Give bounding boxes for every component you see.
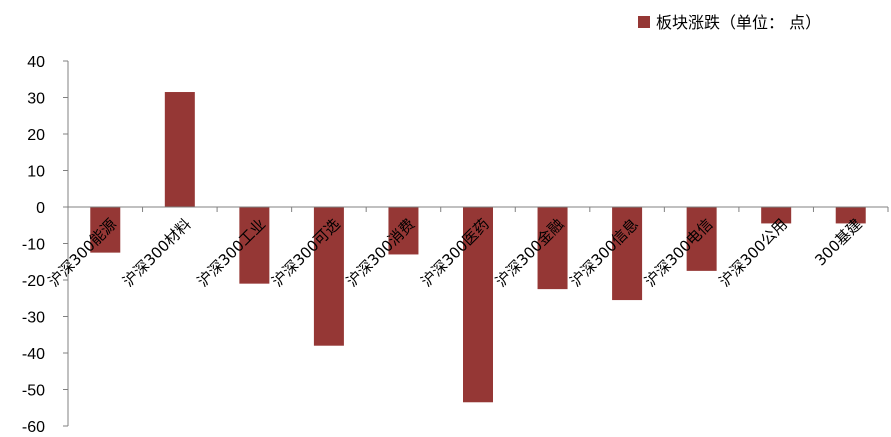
bar xyxy=(686,207,717,271)
bar xyxy=(537,207,568,290)
legend-label: 板块涨跌（单位： 点） xyxy=(656,13,821,32)
bars xyxy=(90,92,866,403)
x-category-label: 沪深300材料 xyxy=(119,215,194,290)
legend-swatch xyxy=(638,16,650,28)
y-tick-label: -50 xyxy=(22,383,45,400)
bar xyxy=(761,207,792,224)
y-tick-label: -30 xyxy=(22,310,45,327)
x-category-label: 沪深300公用 xyxy=(716,215,791,290)
category-labels: 沪深300能源 沪深300材料 沪深300工业 沪深300可选 沪深300消费 沪深300… xyxy=(45,215,866,290)
y-tick-label: 0 xyxy=(36,200,45,217)
y-tick-label: -20 xyxy=(22,273,45,290)
bar xyxy=(835,207,866,224)
bar xyxy=(313,207,344,346)
bar xyxy=(90,207,121,253)
y-tick-label: 40 xyxy=(27,54,45,71)
y-tick-label: 30 xyxy=(27,91,45,108)
y-tick-label: -40 xyxy=(22,346,45,363)
bar xyxy=(388,207,419,255)
legend: 板块涨跌（单位： 点） xyxy=(638,13,821,32)
y-tick-label: -10 xyxy=(22,237,45,254)
bar xyxy=(612,207,643,301)
y-tick-label: -60 xyxy=(22,419,45,436)
y-axis-ticks: 40 30 20 10 0 -10 -20 -30 -40 -50 -60 xyxy=(22,54,68,436)
bar xyxy=(164,92,195,207)
bar xyxy=(239,207,270,284)
x-category-label: 沪深300能源 xyxy=(45,215,120,290)
y-tick-label: 10 xyxy=(27,164,45,181)
y-tick-label: 20 xyxy=(27,127,45,144)
axes xyxy=(67,61,889,426)
bar xyxy=(463,207,493,403)
